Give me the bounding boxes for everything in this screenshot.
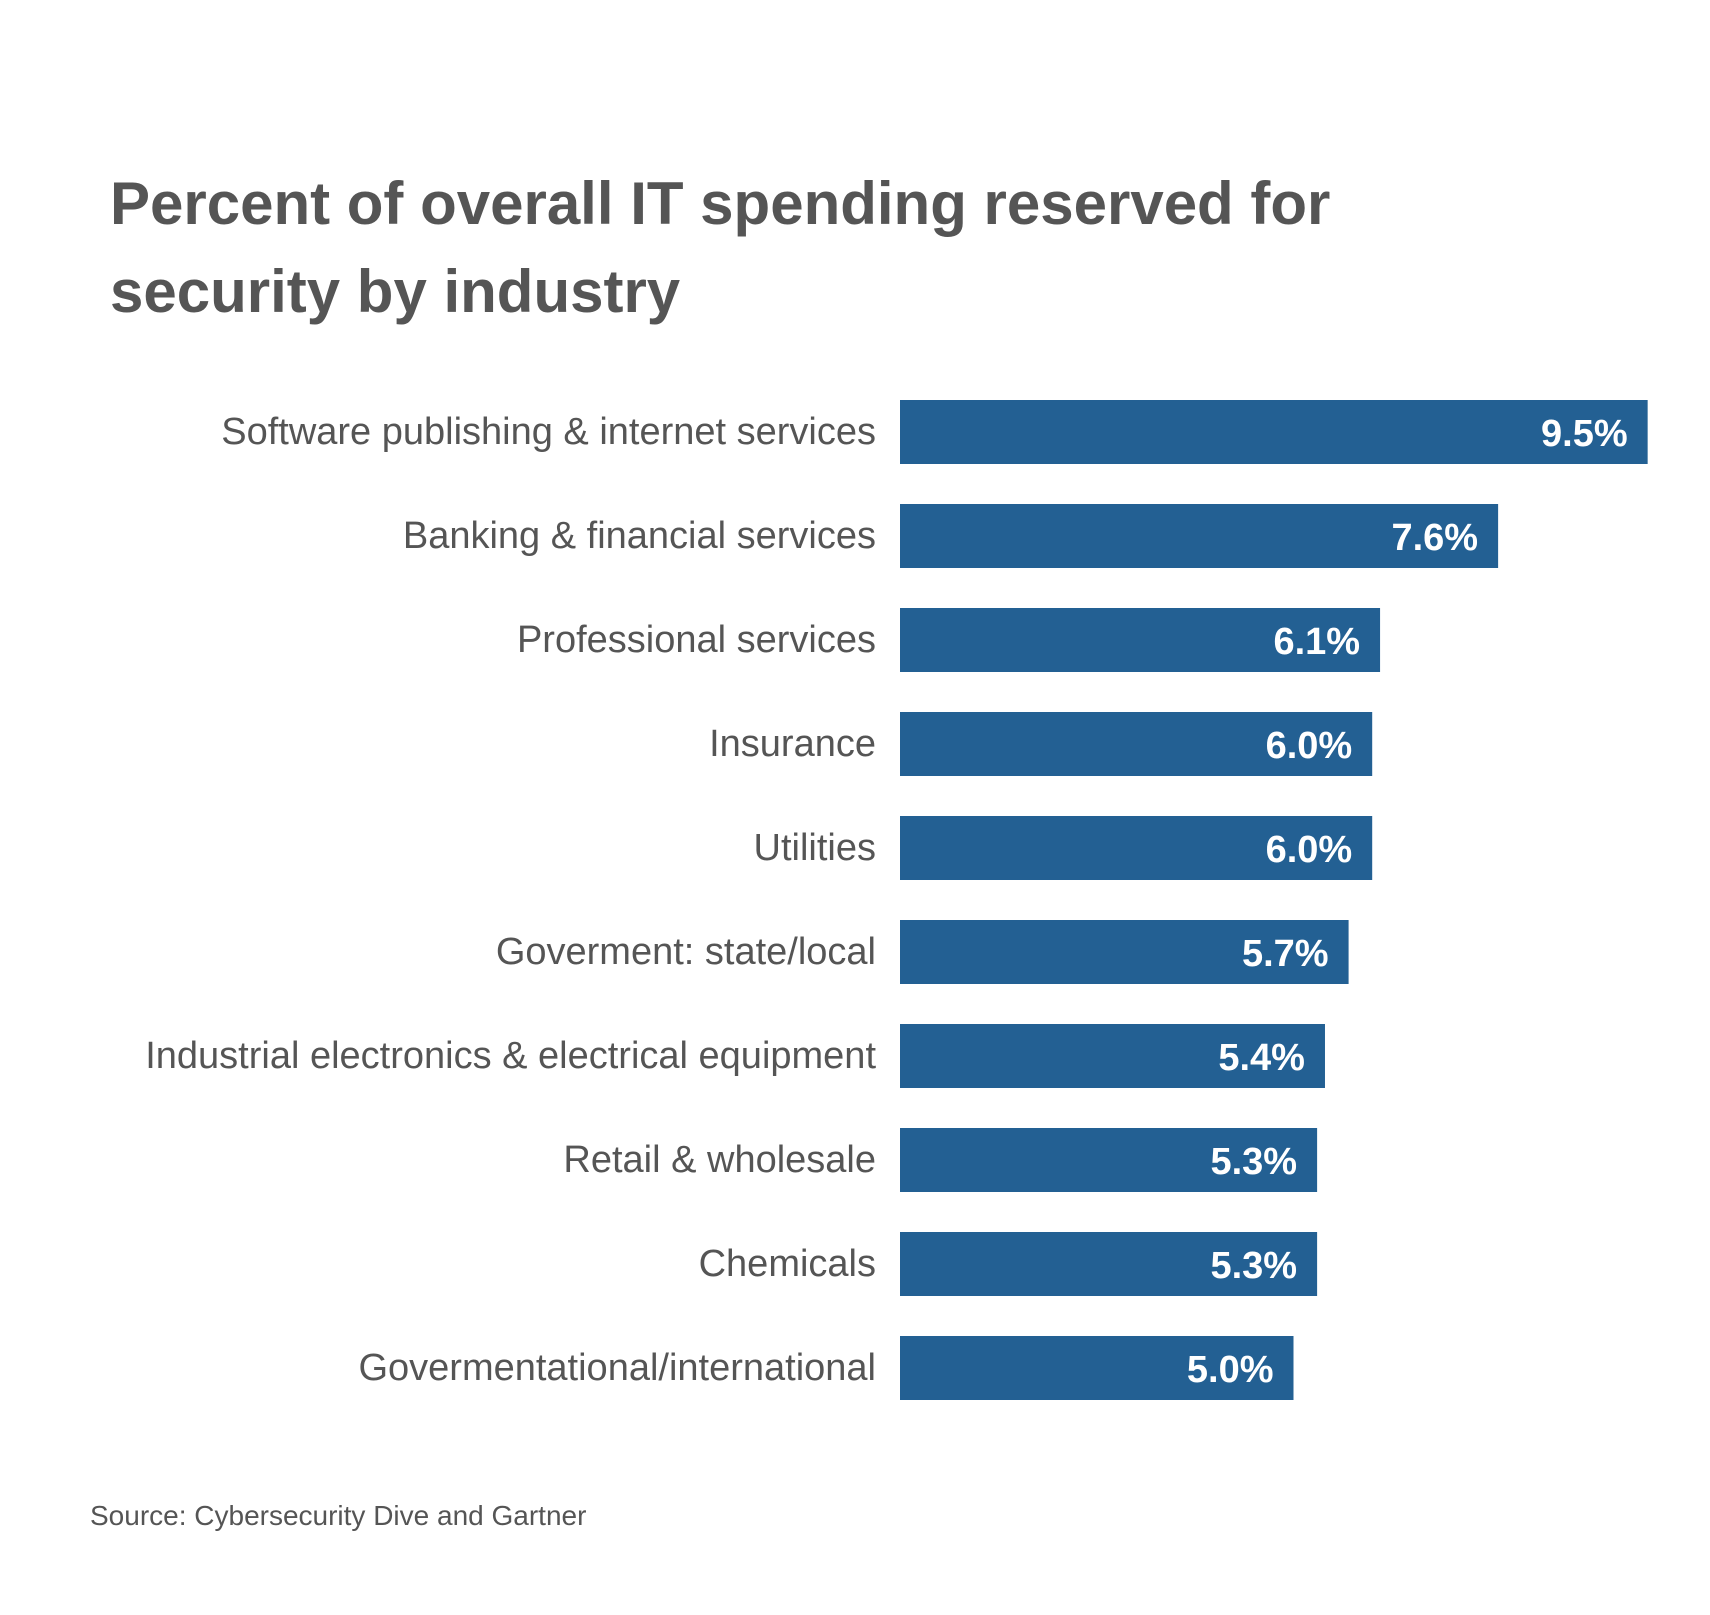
- value-label: 5.4%: [1218, 1037, 1305, 1079]
- bar: [900, 504, 1499, 568]
- value-label: 9.5%: [1541, 413, 1628, 455]
- bar: [900, 712, 1373, 776]
- source-note: Source: Cybersecurity Dive and Gartner: [90, 1500, 587, 1531]
- category-label: Govermentational/international: [358, 1347, 876, 1389]
- category-label: Banking & financial services: [403, 515, 876, 557]
- bar: [900, 1024, 1325, 1088]
- value-label: 5.7%: [1242, 933, 1329, 975]
- bar: [900, 816, 1373, 880]
- bar: [900, 920, 1349, 984]
- category-label: Software publishing & internet services: [221, 411, 876, 453]
- value-label: 6.1%: [1273, 621, 1360, 663]
- value-label: 6.0%: [1266, 829, 1353, 871]
- category-label: Professional services: [517, 619, 876, 661]
- bar: [900, 1232, 1318, 1296]
- bar: [900, 608, 1381, 672]
- category-label: Utilities: [754, 827, 876, 869]
- bar: [900, 400, 1648, 464]
- value-label: 5.3%: [1210, 1141, 1297, 1183]
- category-label: Industrial electronics & electrical equi…: [145, 1035, 876, 1077]
- bar: [900, 1128, 1318, 1192]
- category-label: Insurance: [709, 723, 876, 765]
- value-label: 6.0%: [1266, 725, 1353, 767]
- value-label: 5.3%: [1210, 1245, 1297, 1287]
- value-label: 5.0%: [1187, 1349, 1274, 1391]
- category-label: Chemicals: [699, 1243, 876, 1285]
- bar: [900, 1336, 1294, 1400]
- chart-title: Percent of overall IT spending reserved …: [110, 170, 1331, 325]
- category-label: Retail & wholesale: [563, 1139, 876, 1181]
- category-label: Goverment: state/local: [496, 931, 876, 973]
- value-label: 7.6%: [1391, 517, 1478, 559]
